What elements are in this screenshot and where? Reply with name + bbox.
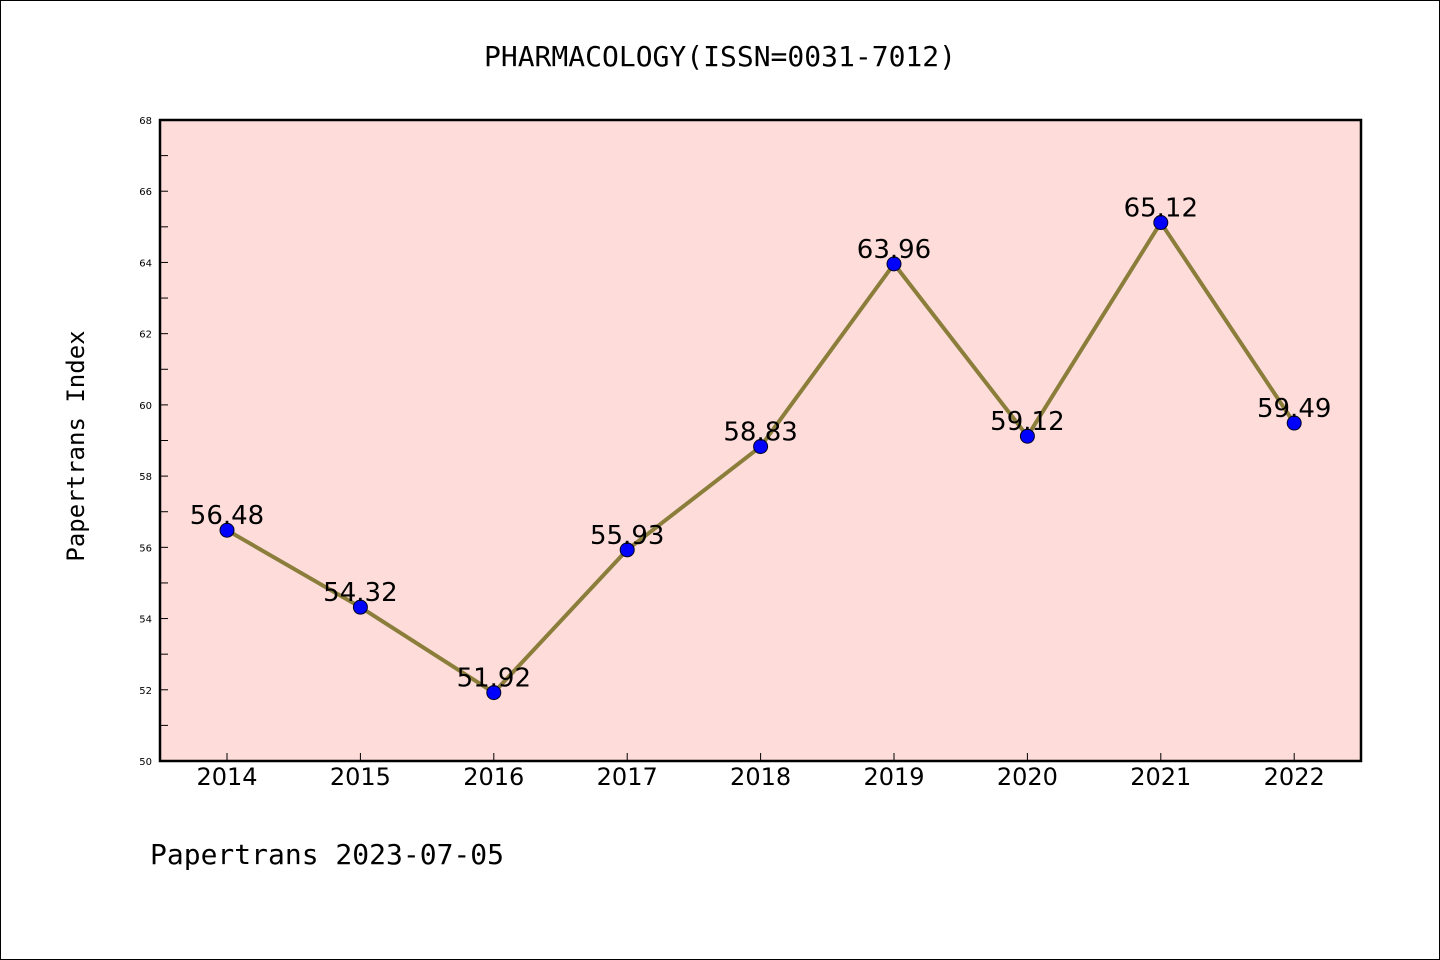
data-label: 59.49 [1257,394,1331,424]
data-point [486,685,502,701]
data-label: 59.12 [990,407,1064,437]
y-tick-label: 64 [139,258,152,269]
x-tick-label: 2017 [597,763,658,791]
data-label: 65.12 [1124,194,1198,224]
data-point [1019,428,1035,444]
x-axis: 2014 2015 2016 2017 2018 2019 2020 2021 2022 [196,753,1325,791]
data-labels: 56.48 54.32 51.92 55.93 58.83 63.96 59.12 65.12… [190,194,1332,694]
x-tick-label: 2019 [863,763,924,791]
y-tick-label: 66 [139,187,152,198]
y-axis-label: Papertrans Index [62,330,90,561]
data-point [352,599,368,615]
y-tick-label: 62 [139,330,152,341]
plot-border [158,118,1363,763]
y-tick-label: 50 [139,757,152,768]
data-point [886,256,902,272]
data-label: 51.92 [457,664,531,694]
x-tick-label: 2018 [730,763,791,791]
y-tick-label: 54 [139,615,152,626]
footer-text: Papertrans 2023-07-05 [150,838,504,871]
y-tick-label: 52 [139,686,152,697]
x-tick-label: 2020 [997,763,1058,791]
x-tick-label: 2015 [330,763,391,791]
data-label: 54.32 [323,578,397,608]
data-point [219,522,235,538]
data-point [1286,415,1302,431]
data-label: 63.96 [857,235,931,265]
y-tick-label: 58 [139,472,152,483]
x-tick-label: 2016 [463,763,524,791]
y-axis: 50 52 54 56 58 60 62 64 66 68 [139,116,168,768]
y-tick-label: 68 [139,116,152,127]
data-label: 58.83 [723,418,797,448]
x-tick-label: 2014 [196,763,257,791]
data-point [753,439,769,455]
x-tick-label: 2021 [1130,763,1191,791]
data-point [1153,215,1169,231]
data-markers [219,215,1302,701]
y-tick-label: 60 [139,401,152,412]
chart-title: PHARMACOLOGY(ISSN=0031-7012) [484,40,956,73]
data-label: 56.48 [190,501,264,531]
data-point [619,542,635,558]
data-label: 55.93 [590,521,664,551]
x-tick-label: 2022 [1264,763,1325,791]
y-tick-label: 56 [139,543,152,554]
